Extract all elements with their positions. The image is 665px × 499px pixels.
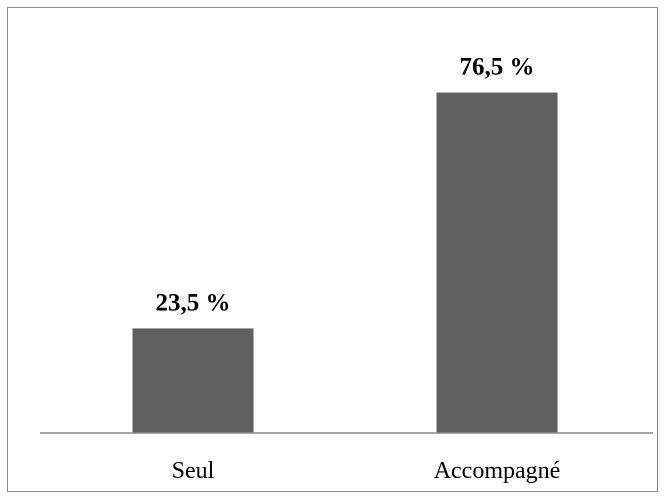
bar-seul bbox=[132, 328, 254, 433]
bar-accompagne bbox=[436, 92, 558, 433]
bars-group bbox=[132, 92, 558, 433]
labels-group: 23,5 % Seul 76,5 % Accompagné bbox=[156, 54, 561, 484]
data-label-accompagne: 76,5 % bbox=[460, 54, 535, 81]
data-label-seul: 23,5 % bbox=[156, 289, 231, 316]
x-tick-label-accompagne: Accompagné bbox=[434, 458, 561, 484]
x-tick-label-seul: Seul bbox=[172, 458, 215, 484]
